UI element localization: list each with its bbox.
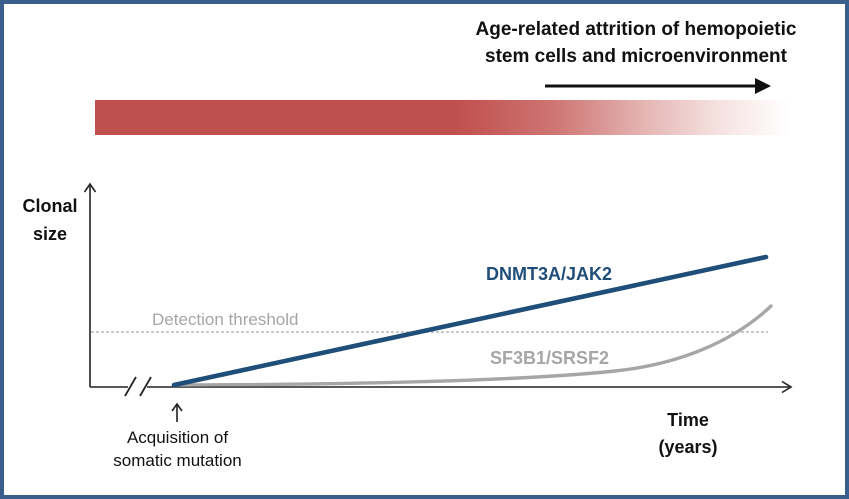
figure-title-line1: Age-related attrition of hemopoietic (475, 19, 797, 40)
y-axis-label-line1: Clonal (22, 196, 78, 216)
figure-title: Age-related attrition of hemopoietic ste… (440, 16, 832, 70)
x-axis-label: Time (years) (638, 407, 738, 461)
x-axis-label-line1: Time (667, 410, 709, 430)
dnmt3a-jak2-line (171, 254, 769, 388)
axis-break-icon (124, 376, 152, 397)
figure-title-line2: stem cells and microenvironment (485, 46, 787, 67)
dnmt3a-jak2-series-label: DNMT3A/JAK2 (486, 264, 613, 284)
sf3b1-srsf2-series-label: SF3B1/SRSF2 (490, 348, 610, 368)
x-axis (90, 376, 793, 397)
age-attrition-gradient-bar (95, 100, 790, 135)
acquisition-annotation: Acquisition of somatic mutation (105, 426, 250, 472)
acquisition-annotation-line1: Acquisition of (126, 428, 229, 447)
sf3b1-srsf2-curve (172, 304, 773, 387)
acquisition-annotation-line2: somatic mutation (113, 451, 242, 470)
y-axis (83, 182, 97, 387)
right-arrow-icon (545, 78, 771, 94)
y-axis-label-line2: size (32, 224, 68, 244)
detection-threshold-label: Detection threshold (152, 310, 299, 329)
y-axis-label: Clonal size (14, 192, 86, 248)
y-axis-arrowhead-icon (83, 182, 97, 193)
x-axis-label-line2: (years) (658, 437, 718, 457)
x-axis-arrowhead-icon (781, 380, 793, 394)
up-arrow-icon (171, 402, 183, 422)
